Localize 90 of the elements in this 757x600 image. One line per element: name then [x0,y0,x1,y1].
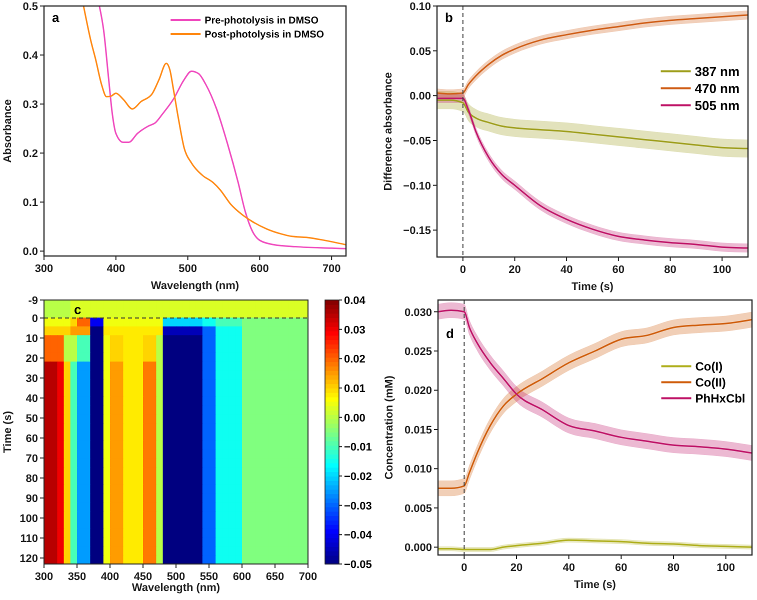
y-tick-label: 0.5 [22,1,38,13]
x-tick-label: 40 [562,562,575,574]
x-tick-label: 300 [34,571,54,583]
y-tick-label: 0.000 [404,542,432,554]
y-tick-label: 0.010 [404,464,432,476]
y-tick-label: 0.030 [404,306,432,319]
legend-label: Co(II) [695,376,726,390]
y-axis-title: Absorbance [2,99,14,163]
y-tick-label: 80 [26,473,38,485]
x-tick-label: 80 [664,264,676,276]
y-tick-label: −0.15 [403,225,431,238]
color-bar-label: −0.04 [344,530,373,542]
y-tick-label: 100 [20,513,38,525]
y-tick-label: 10 [26,333,38,345]
y-axis-title: Time (s) [2,410,14,453]
color-bar-label: −0.01 [344,442,372,454]
y-tick-label: 20 [26,353,38,365]
x-tick-label: 300 [34,263,54,275]
x-tick-label: 350 [68,571,86,583]
x-axis-title: Time (s) [572,281,614,293]
y-tick-label: 30 [26,373,38,385]
legend-label: 387 nm [694,64,740,79]
y-axis-title: Concentration (mM) [384,375,396,480]
y-tick-label: 0.3 [22,99,38,112]
x-tick-label: 60 [612,264,625,276]
y-tick-label: −0.10 [403,180,431,192]
color-bar-label: 0.04 [344,295,366,307]
y-tick-label: 90 [26,493,38,505]
legend-label: PhHxCbl [695,392,746,406]
legend-label: Post-photolysis in DMSO [204,30,324,40]
color-bar-label: 0.01 [344,383,366,395]
x-tick-label: 0 [461,562,468,574]
color-bar-label: −0.03 [344,500,372,512]
x-axis-title: Wavelength (nm) [132,582,220,594]
x-tick-label: 700 [322,263,341,275]
y-axis-title: Difference absorbance [382,72,394,191]
y-tick-label: 0.005 [404,502,432,515]
y-tick-label: 60 [26,433,38,445]
x-tick-label: 400 [106,263,126,275]
y-tick-label: 0.1 [22,197,38,210]
y-tick-label: 0.05 [410,46,431,58]
color-bar-label: 0.03 [344,324,366,336]
x-tick-label: 100 [716,562,736,574]
x-tick-label: 500 [166,571,186,583]
y-tick-label: 0.0 [22,246,38,258]
annotation: c [74,302,82,317]
color-bar-label: 0.00 [344,412,366,424]
x-tick-label: 60 [615,562,628,574]
x-tick-label: 450 [134,571,152,583]
annotation: d [446,326,454,341]
x-tick-label: 20 [508,264,521,276]
annotation: b [445,10,453,25]
y-tick-label: 0 [32,313,38,325]
y-tick-label: -9 [28,295,38,307]
x-tick-label: 0 [460,264,466,276]
x-tick-label: 100 [712,264,732,276]
y-tick-label: 0.10 [410,1,431,13]
x-tick-label: 600 [232,571,252,583]
x-tick-label: 600 [250,263,269,275]
y-tick-label: 0.4 [22,50,39,62]
y-tick-label: 0.00 [410,90,431,103]
legend-label: Pre-photolysis in DMSO [204,16,319,26]
y-tick-label: 50 [26,413,38,425]
x-tick-label: 500 [178,263,197,275]
x-axis-title: Wavelength (nm) [150,280,240,292]
y-tick-label: 0.2 [22,148,38,160]
annotation: a [52,10,60,25]
y-tick-label: 40 [26,393,38,405]
x-tick-label: 20 [510,562,523,574]
y-tick-label: 70 [26,453,38,465]
color-bar-label: −0.02 [344,471,372,483]
y-tick-label: 0.020 [404,385,432,398]
y-tick-label: 110 [20,533,38,545]
x-tick-label: 650 [266,571,284,583]
x-tick-label: 550 [200,571,218,583]
legend-label: Co(I) [695,360,723,374]
y-tick-label: −0.05 [403,135,431,148]
color-bar-label: 0.02 [344,354,366,366]
y-tick-label: 120 [20,553,38,565]
line-series [437,99,748,150]
x-tick-label: 40 [560,264,573,276]
x-tick-label: 700 [298,571,318,583]
y-tick-label: 0.015 [404,424,432,436]
legend-label: 470 nm [694,80,740,96]
x-tick-label: 400 [100,571,120,583]
legend-label: 505 nm [694,98,740,113]
y-tick-label: 0.025 [404,346,432,358]
color-bar-label: −0.05 [344,559,372,571]
x-tick-label: 80 [667,562,680,574]
x-axis-title: Time (s) [574,579,616,591]
